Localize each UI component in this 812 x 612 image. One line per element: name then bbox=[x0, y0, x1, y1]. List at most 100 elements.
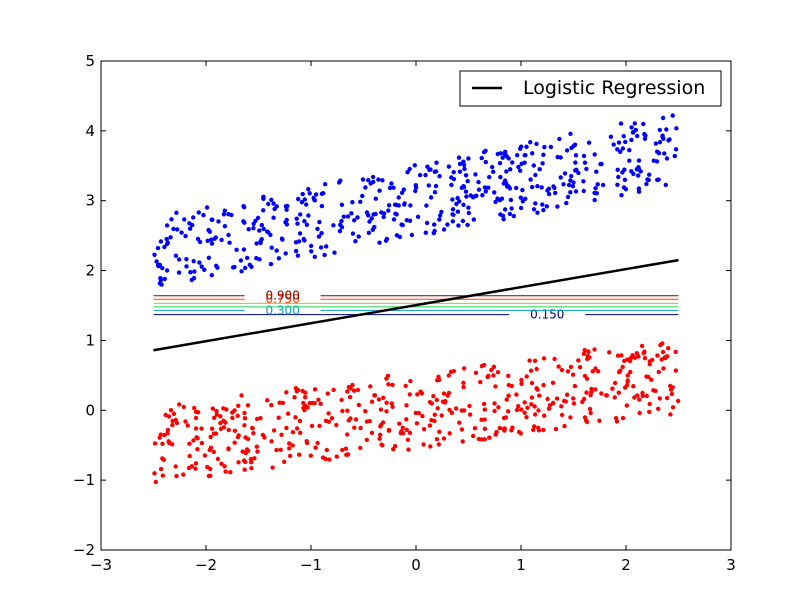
scatter-point bbox=[504, 169, 509, 174]
scatter-point bbox=[390, 382, 395, 388]
scatter-point bbox=[461, 202, 466, 207]
scatter-point bbox=[461, 185, 467, 190]
scatter-point bbox=[161, 457, 166, 462]
scatter-point bbox=[251, 221, 256, 226]
scatter-point bbox=[347, 394, 353, 400]
scatter-point bbox=[471, 217, 476, 222]
scatter-point bbox=[295, 221, 300, 226]
scatter-point bbox=[169, 217, 174, 222]
scatter-point bbox=[261, 208, 266, 213]
scatter-point bbox=[378, 407, 384, 412]
scatter-point bbox=[403, 383, 408, 389]
scatter-point bbox=[309, 249, 314, 254]
scatter-point bbox=[462, 166, 467, 172]
scatter-point bbox=[649, 377, 654, 382]
scatter-point bbox=[635, 133, 640, 139]
scatter-point bbox=[152, 441, 158, 446]
x-tick-label: 1 bbox=[516, 556, 526, 574]
scatter-point bbox=[345, 432, 350, 437]
scatter-point bbox=[466, 156, 471, 161]
scatter-point bbox=[195, 436, 200, 441]
scatter-point bbox=[170, 422, 175, 428]
y-tick-label: 1 bbox=[85, 331, 95, 349]
scatter-point bbox=[293, 415, 298, 420]
scatter-point bbox=[624, 383, 630, 388]
scatter-point bbox=[481, 149, 487, 155]
scatter-point bbox=[595, 369, 601, 374]
scatter-point bbox=[308, 453, 313, 458]
scatter-point bbox=[464, 194, 469, 199]
scatter-point bbox=[408, 203, 413, 208]
scatter-point bbox=[207, 229, 212, 234]
scatter-point bbox=[428, 444, 433, 449]
scatter-point bbox=[431, 230, 436, 236]
scatter-point bbox=[283, 251, 288, 256]
scatter-point bbox=[241, 204, 246, 209]
scatter-point bbox=[525, 405, 530, 410]
contour-label: 0.900 bbox=[265, 289, 299, 303]
scatter-point bbox=[319, 191, 325, 196]
scatter-point bbox=[382, 211, 387, 216]
scatter-point bbox=[244, 447, 250, 452]
scatter-point bbox=[239, 393, 244, 398]
scatter-point bbox=[631, 384, 636, 389]
scatter-point bbox=[378, 432, 383, 437]
scatter-point bbox=[317, 219, 322, 225]
scatter-point bbox=[516, 404, 521, 409]
scatter-point bbox=[326, 419, 331, 424]
scatter-point bbox=[280, 400, 286, 406]
scatter-point bbox=[441, 436, 447, 441]
scatter-point bbox=[343, 446, 349, 451]
scatter-point bbox=[554, 396, 560, 401]
scatter-point bbox=[674, 126, 679, 131]
scatter-point bbox=[577, 365, 583, 370]
scatter-point bbox=[600, 182, 606, 188]
scatter-point bbox=[536, 428, 542, 433]
scatter-point bbox=[651, 388, 656, 393]
scatter-point bbox=[252, 456, 257, 461]
scatter-point bbox=[492, 401, 497, 406]
scatter-point bbox=[344, 452, 349, 457]
scatter-point bbox=[572, 142, 578, 147]
scatter-point bbox=[581, 351, 587, 356]
scatter-point bbox=[242, 467, 247, 472]
scatter-point bbox=[547, 403, 553, 408]
scatter-point bbox=[236, 433, 241, 438]
scatter-point bbox=[297, 231, 303, 236]
scatter-point bbox=[545, 396, 550, 402]
scatter-point bbox=[535, 210, 540, 215]
scatter-point bbox=[497, 425, 502, 431]
scatter-point bbox=[465, 222, 470, 228]
scatter-point bbox=[309, 423, 315, 429]
scatter-point bbox=[573, 189, 579, 194]
scatter-point bbox=[352, 218, 357, 223]
scatter-point bbox=[175, 227, 180, 232]
scatter-point bbox=[673, 147, 679, 152]
scatter-point bbox=[193, 426, 199, 431]
scatter-point bbox=[518, 205, 524, 211]
contour-label: 0.750 bbox=[265, 292, 299, 306]
scatter-point bbox=[427, 423, 433, 428]
scatter-point bbox=[562, 423, 567, 429]
scatter-point bbox=[620, 170, 625, 175]
scatter-point bbox=[660, 133, 665, 138]
scatter-point bbox=[449, 410, 454, 415]
scatter-point bbox=[668, 387, 674, 392]
scatter-point bbox=[272, 206, 277, 212]
scatter-point bbox=[599, 391, 604, 396]
scatter-point bbox=[318, 401, 323, 406]
scatter-point bbox=[426, 183, 431, 188]
scatter-point bbox=[159, 282, 164, 287]
scatter-point bbox=[152, 471, 157, 476]
scatter-point bbox=[441, 227, 447, 232]
scatter-point bbox=[223, 469, 228, 474]
scatter-point bbox=[232, 440, 237, 445]
scatter-point bbox=[673, 368, 678, 373]
scatter-point bbox=[496, 405, 501, 410]
scatter-point bbox=[619, 193, 624, 198]
scatter-point bbox=[550, 380, 556, 385]
scatter-point bbox=[553, 426, 559, 432]
y-tick-label: 4 bbox=[85, 122, 95, 140]
scatter-point bbox=[213, 431, 219, 436]
scatter-point bbox=[268, 232, 273, 238]
